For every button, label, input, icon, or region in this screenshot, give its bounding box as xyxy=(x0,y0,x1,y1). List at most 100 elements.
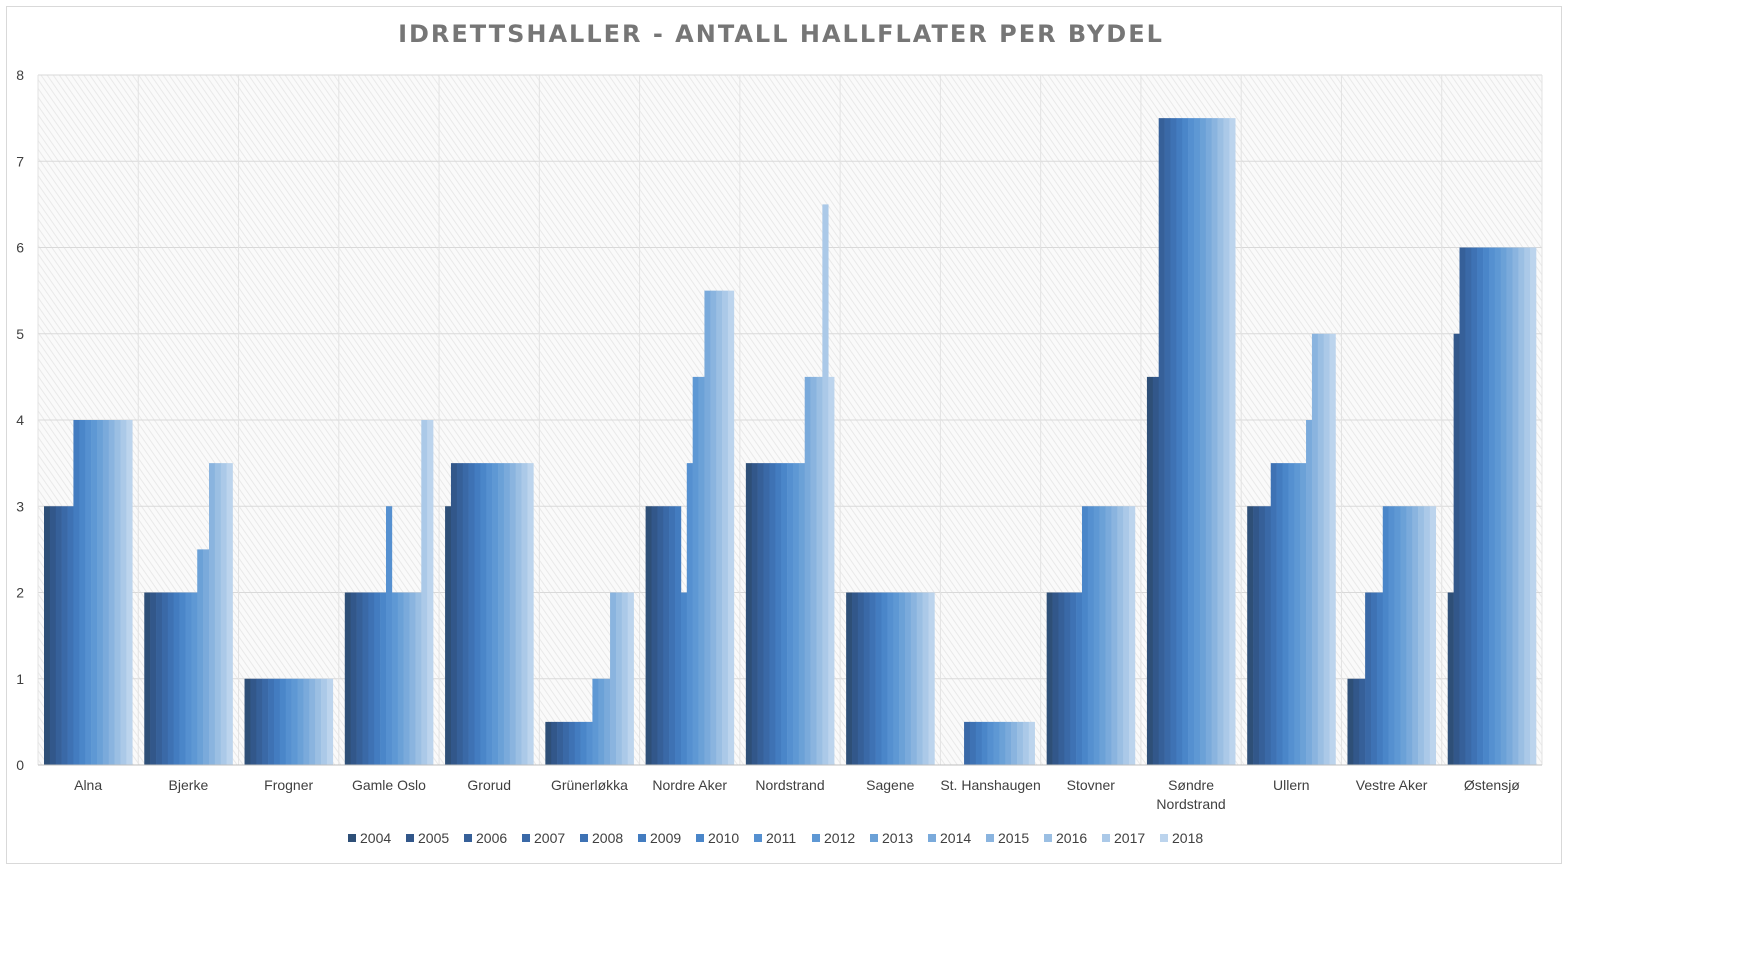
bar-2018-østensjø xyxy=(1530,247,1537,765)
bar-2017-stovner xyxy=(1123,506,1130,765)
x-tick-label: Grorud xyxy=(467,777,511,793)
bar-2011-nordre-aker xyxy=(686,463,693,766)
bar-2004-grorud xyxy=(445,506,452,765)
bar-2012-gr-nerløkka xyxy=(592,678,599,765)
bar-2018-søndre-nordstrand xyxy=(1229,118,1236,766)
bar-2015-alna xyxy=(108,420,115,765)
bar-2016-bjerke xyxy=(214,463,222,766)
bar-2010-gamle-oslo xyxy=(380,592,387,765)
y-tick-label: 1 xyxy=(16,671,24,687)
x-tick-label: Sagene xyxy=(866,777,914,793)
bar-2006-østensjø xyxy=(1459,247,1466,765)
bar-2011-ullern xyxy=(1288,463,1295,766)
legend-item-2015: 2015 xyxy=(986,830,1029,846)
bar-2013-gamle-oslo xyxy=(397,592,404,765)
bar-2008-søndre-nordstrand xyxy=(1170,118,1177,766)
bar-2016-nordre-aker xyxy=(716,290,723,766)
bar-2015-nordre-aker xyxy=(710,290,717,766)
bar-2010-bjerke xyxy=(179,592,186,765)
bar-2011-st-hanshaugen xyxy=(987,721,994,766)
bar-2004-frogner xyxy=(244,678,251,765)
bar-2012-østensjø xyxy=(1494,247,1501,765)
x-tick-label: St. Hanshaugen xyxy=(940,777,1040,793)
bar-2006-gr-nerløkka xyxy=(557,721,564,766)
bar-2009-stovner xyxy=(1076,592,1083,765)
legend-item-2006: 2006 xyxy=(464,830,507,846)
bar-2016-ullern xyxy=(1317,333,1324,765)
bar-2007-alna xyxy=(61,506,68,765)
bar-2010-østensjø xyxy=(1483,247,1490,765)
bar-2010-gr-nerløkka xyxy=(580,721,587,766)
bar-2008-stovner xyxy=(1070,592,1077,765)
x-tick-label: Nordstrand xyxy=(755,777,824,793)
y-tick-label: 8 xyxy=(16,67,24,83)
bar-2008-vestre-aker xyxy=(1371,592,1378,765)
bar-2013-østensjø xyxy=(1500,247,1507,765)
bar-2018-st-hanshaugen xyxy=(1028,721,1035,766)
legend-label: 2005 xyxy=(418,830,449,846)
bar-2007-st-hanshaugen xyxy=(964,721,971,766)
legend-label: 2014 xyxy=(940,830,971,846)
bar-2016-søndre-nordstrand xyxy=(1217,118,1224,766)
bar-2004-ullern xyxy=(1247,506,1254,765)
bar-2016-sagene xyxy=(916,592,923,765)
bar-2011-alna xyxy=(85,420,92,765)
bar-2011-vestre-aker xyxy=(1388,506,1395,765)
bar-2009-grorud xyxy=(474,463,481,766)
legend-item-2011: 2011 xyxy=(754,830,796,846)
x-tick-label: Gamle Oslo xyxy=(352,777,426,793)
bar-2016-stovner xyxy=(1117,506,1124,765)
bar-2017-st-hanshaugen xyxy=(1022,721,1030,766)
x-tick-label: Østensjø xyxy=(1464,777,1520,793)
y-tick-label: 6 xyxy=(16,240,24,256)
bar-2017-gamle-oslo xyxy=(421,420,428,765)
legend-swatch xyxy=(870,834,878,842)
bar-2009-gamle-oslo xyxy=(374,592,381,765)
bar-2014-stovner xyxy=(1105,506,1112,765)
legend-swatch xyxy=(812,834,820,842)
bar-2009-frogner xyxy=(273,678,281,765)
bar-2017-gr-nerløkka xyxy=(621,592,629,765)
bar-2012-grorud xyxy=(492,463,499,766)
bar-2005-frogner xyxy=(250,678,257,765)
bar-2013-sagene xyxy=(899,592,906,765)
bar-2004-stovner xyxy=(1046,592,1053,765)
legend-item-2017: 2017 xyxy=(1102,830,1145,846)
bar-2010-vestre-aker xyxy=(1382,506,1389,765)
legend-label: 2004 xyxy=(360,830,391,846)
bar-2004-sagene xyxy=(846,592,853,765)
bar-2009-alna xyxy=(73,420,80,765)
bar-2008-frogner xyxy=(268,678,275,765)
bar-2011-østensjø xyxy=(1488,247,1496,765)
legend-label: 2013 xyxy=(882,830,913,846)
bar-2010-stovner xyxy=(1081,506,1089,765)
bar-2016-st-hanshaugen xyxy=(1017,721,1024,766)
bar-2017-ullern xyxy=(1323,333,1330,765)
x-tick-label: Stovner xyxy=(1067,777,1116,793)
bar-2018-stovner xyxy=(1129,506,1136,765)
legend-item-2012: 2012 xyxy=(812,830,855,846)
bar-2010-frogner xyxy=(279,678,287,765)
bar-2013-nordre-aker xyxy=(698,376,705,766)
bar-2016-grorud xyxy=(515,463,522,766)
bar-2017-nordstrand xyxy=(822,204,829,766)
bar-2017-grorud xyxy=(521,463,528,766)
legend-item-2013: 2013 xyxy=(870,830,913,846)
x-tick-label: Nordre Aker xyxy=(652,777,727,793)
bar-2006-grorud xyxy=(456,463,464,766)
bar-2017-søndre-nordstrand xyxy=(1223,118,1230,766)
bar-2012-bjerke xyxy=(191,592,198,765)
bar-2012-nordstrand xyxy=(792,463,800,766)
legend-item-2014: 2014 xyxy=(928,830,971,846)
bar-2011-stovner xyxy=(1087,506,1095,765)
legend-label: 2006 xyxy=(476,830,507,846)
bar-2007-gamle-oslo xyxy=(362,592,369,765)
bar-2011-grorud xyxy=(486,463,493,766)
bar-2010-nordstrand xyxy=(781,463,788,766)
bar-2018-vestre-aker xyxy=(1429,506,1437,765)
bar-2006-nordstrand xyxy=(757,463,764,766)
x-tick-label: Bjerke xyxy=(169,777,209,793)
bar-2014-nordstrand xyxy=(804,376,811,766)
bar-2016-gr-nerløkka xyxy=(615,592,623,765)
